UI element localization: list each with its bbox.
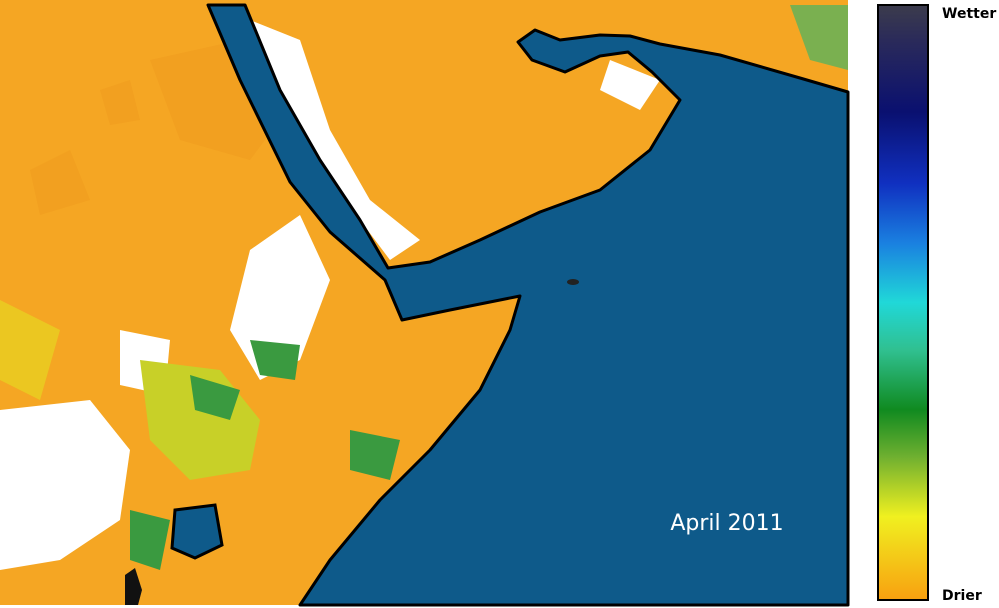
- lake-marker: [125, 568, 142, 605]
- lake: [170, 503, 224, 560]
- wet-area: [790, 5, 848, 70]
- no-data: [0, 400, 130, 570]
- no-data: [600, 60, 660, 110]
- no-data: [250, 20, 420, 260]
- legend: Wetter Drier: [877, 4, 996, 604]
- legend-top-label: Wetter: [942, 6, 996, 22]
- map: April 2011: [0, 0, 850, 607]
- date-label: April 2011: [670, 511, 783, 536]
- legend-bottom-label: Drier: [942, 588, 982, 604]
- sea: [206, 3, 850, 607]
- moist-area: [0, 300, 60, 400]
- color-scale: [877, 4, 929, 601]
- wet-area: [130, 340, 400, 570]
- island: [567, 279, 579, 285]
- land-texture: [30, 40, 280, 215]
